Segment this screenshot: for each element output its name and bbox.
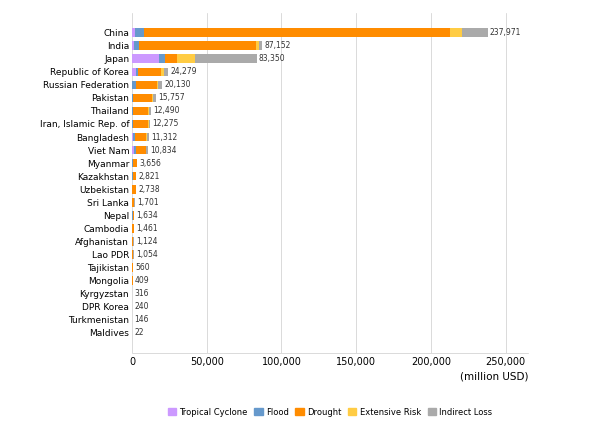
Bar (133, 133, 134, 141)
Bar (133, 107, 148, 115)
X-axis label: (million USD): (million USD) (460, 372, 528, 382)
Text: 240: 240 (134, 302, 149, 311)
Text: 12,275: 12,275 (152, 120, 179, 129)
Legend: Tropical Cyclone, Flood, Drought, Extensive Risk, Indirect Loss: Tropical Cyclone, Flood, Drought, Extens… (164, 404, 496, 420)
Bar (132, 68, 136, 76)
Bar (136, 146, 146, 154)
Text: 1,054: 1,054 (136, 250, 158, 259)
Bar (132, 146, 134, 154)
Bar (177, 55, 195, 63)
Bar (148, 120, 149, 128)
Text: 2,821: 2,821 (139, 172, 160, 181)
Text: 1,634: 1,634 (137, 211, 158, 220)
Bar (132, 198, 134, 206)
Bar (133, 159, 137, 167)
Text: 22: 22 (134, 329, 144, 338)
Bar (136, 80, 157, 89)
Text: 146: 146 (134, 315, 149, 324)
Bar (132, 94, 133, 102)
Bar (164, 68, 168, 76)
Bar (148, 107, 149, 115)
Bar (132, 237, 133, 246)
Bar (146, 133, 147, 141)
Bar (133, 94, 152, 102)
Bar (133, 185, 136, 194)
Bar (133, 172, 136, 181)
Bar (158, 80, 162, 89)
Bar (259, 41, 262, 50)
Bar (139, 41, 256, 50)
Text: 15,757: 15,757 (158, 93, 184, 102)
Bar (149, 120, 151, 128)
Bar (256, 41, 259, 50)
Text: 3,656: 3,656 (140, 159, 161, 168)
Bar (133, 211, 134, 220)
Bar (450, 28, 462, 37)
Text: 409: 409 (135, 276, 149, 285)
Text: 316: 316 (135, 289, 149, 298)
Bar (134, 133, 146, 141)
Bar (134, 41, 139, 50)
Bar (132, 80, 136, 89)
Text: 83,350: 83,350 (259, 54, 286, 63)
Bar (135, 28, 144, 37)
Bar (132, 250, 133, 259)
Text: 1,124: 1,124 (136, 237, 157, 246)
Bar (132, 28, 135, 37)
Bar (132, 107, 133, 115)
Bar (136, 68, 138, 76)
Bar (134, 146, 136, 154)
Text: 24,279: 24,279 (170, 67, 197, 76)
Bar (165, 55, 177, 63)
Bar (161, 68, 164, 76)
Text: 1,701: 1,701 (137, 198, 158, 207)
Bar (153, 94, 155, 102)
Text: 20,130: 20,130 (164, 80, 191, 89)
Bar (462, 28, 488, 37)
Bar (133, 224, 134, 233)
Bar (146, 146, 148, 154)
Bar (159, 55, 165, 63)
Bar (138, 68, 161, 76)
Bar (132, 133, 133, 141)
Text: 2,738: 2,738 (139, 185, 160, 194)
Text: 560: 560 (135, 263, 150, 272)
Bar (157, 80, 158, 89)
Bar (147, 133, 149, 141)
Text: 1,461: 1,461 (136, 224, 158, 233)
Bar (133, 120, 148, 128)
Text: 87,152: 87,152 (265, 41, 291, 50)
Bar (195, 55, 257, 63)
Text: 12,490: 12,490 (153, 107, 179, 115)
Bar (144, 28, 450, 37)
Bar (132, 55, 159, 63)
Text: 11,312: 11,312 (151, 132, 178, 141)
Bar (149, 107, 151, 115)
Text: 10,834: 10,834 (151, 146, 177, 155)
Text: 237,971: 237,971 (490, 28, 521, 37)
Bar (132, 41, 134, 50)
Bar (152, 94, 153, 102)
